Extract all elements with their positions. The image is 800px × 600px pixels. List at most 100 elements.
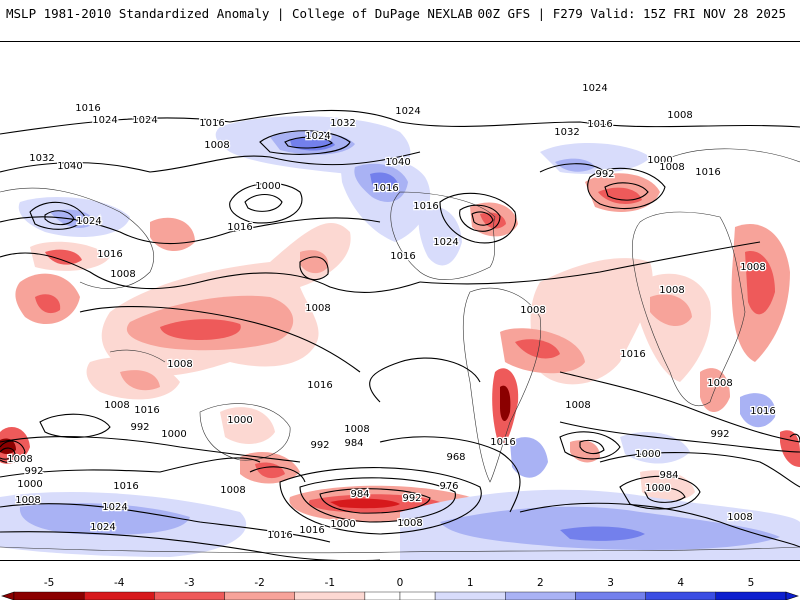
isobar-label: 1032 — [29, 153, 54, 164]
isobar-label: 968 — [446, 452, 465, 463]
isobar-label: 1024 — [305, 131, 330, 142]
isobar-label: 1000 — [17, 479, 42, 490]
isobar-label: 1000 — [161, 429, 186, 440]
isobar-label: 1008 — [110, 269, 135, 280]
colorbar-tick-label: -4 — [114, 577, 125, 589]
isobar-label: 1016 — [97, 249, 122, 260]
isobar-label: 1024 — [102, 502, 127, 513]
isobar-label: 1008 — [397, 518, 422, 529]
colorbar-segment — [13, 591, 85, 600]
negative-anomaly-fill — [0, 173, 800, 522]
isobar-label: 1024 — [76, 216, 101, 227]
isobar-label: 1024 — [92, 115, 117, 126]
isobar-label: 992 — [24, 466, 43, 477]
isobar-label: 1024 — [582, 83, 607, 94]
isobar-label: 1016 — [413, 201, 438, 212]
isobar-label: 1040 — [57, 161, 82, 172]
colorbar-segment — [434, 591, 506, 600]
isobar-label: 1008 — [740, 262, 765, 273]
colorbar-max-arrow — [785, 591, 799, 600]
colorbar-tick-label: 3 — [607, 577, 614, 589]
isobar-label: 1016 — [373, 183, 398, 194]
isobar-label: 1016 — [695, 167, 720, 178]
isobar-label: 1000 — [645, 483, 670, 494]
isobar-label: 1008 — [167, 359, 192, 370]
isobar-label: 1008 — [7, 454, 32, 465]
colorbar-segment — [364, 591, 401, 600]
colorbar-segment — [399, 591, 436, 600]
isobar-label: 1040 — [385, 157, 410, 168]
isobar-label: 1024 — [395, 106, 420, 117]
isobar-label: 1016 — [299, 525, 324, 536]
isobar-label: 1000 — [647, 155, 672, 166]
colorbar-segment — [715, 591, 787, 600]
isobar-label: 1000 — [255, 181, 280, 192]
isobar-label: 1008 — [565, 400, 590, 411]
isobar-contours — [0, 109, 800, 560]
map-title: MSLP 1981-2010 Standardized Anomaly | Co… — [6, 6, 473, 21]
isobar-label: 1016 — [750, 406, 775, 417]
colorbar: -5 -4 -3 -2 -1 0 1 2 3 4 5 — [1, 577, 799, 600]
colorbar-tick-label: 0 — [397, 577, 404, 589]
coastlines — [0, 148, 800, 554]
colorbar-segment — [294, 591, 366, 600]
isobar-label: 1008 — [659, 162, 684, 173]
isobar-label: 1016 — [267, 530, 292, 541]
colorbar-min-arrow — [1, 591, 15, 600]
colorbar-segment — [645, 591, 717, 600]
isobar-label: 1008 — [15, 495, 40, 506]
isobar-label: 1016 — [587, 119, 612, 130]
isobar-label: 1016 — [227, 222, 252, 233]
isobar-label: 1008 — [659, 285, 684, 296]
isobar-label: 992 — [710, 429, 729, 440]
colorbar-tick-label: -3 — [184, 577, 194, 589]
colorbar-tick-label: -5 — [44, 577, 54, 589]
colorbar-tick-label: 1 — [467, 577, 474, 589]
isobar-label: 1016 — [134, 405, 159, 416]
isobar-label: 1008 — [220, 485, 245, 496]
model-run-info: 00Z GFS | F279 Valid: 15Z FRI NOV 28 202… — [477, 6, 786, 21]
colorbar-tick-label: -1 — [325, 577, 335, 589]
isobar-label: 1008 — [104, 400, 129, 411]
isobar-label: 992 — [595, 169, 614, 180]
isobar-label: 1008 — [204, 140, 229, 151]
isobar-label: 984 — [350, 489, 369, 500]
isobar-label: 1016 — [490, 437, 515, 448]
colorbar-segment — [575, 591, 646, 600]
colorbar-segment — [224, 591, 295, 600]
isobar-label: 1008 — [707, 378, 732, 389]
isobar-label: 992 — [130, 422, 149, 433]
isobar-label: 1032 — [330, 118, 355, 129]
isobar-label: 992 — [310, 440, 329, 451]
isobar-label: 1000 — [330, 519, 355, 530]
isobar-label: 1024 — [132, 115, 157, 126]
isobar-label: 984 — [659, 470, 678, 481]
isobar-label: 1008 — [305, 303, 330, 314]
colorbar-tick-label: 4 — [677, 577, 684, 589]
isobar-label: 1016 — [75, 103, 100, 114]
colorbar-segment — [505, 591, 576, 600]
isobar-label: 1016 — [307, 380, 332, 391]
isobar-label: 1016 — [620, 349, 645, 360]
isobar-label: 1000 — [635, 449, 660, 460]
colorbar-tick-label: 2 — [537, 577, 544, 589]
isobar-label: 992 — [402, 493, 421, 504]
isobar-label: 1016 — [199, 118, 224, 129]
isobar-label: 1016 — [390, 251, 415, 262]
colorbar-segment — [83, 591, 155, 600]
isobar-label: 1008 — [520, 305, 545, 316]
isobar-label: 1024 — [90, 522, 115, 533]
isobar-label: 1016 — [113, 481, 138, 492]
isobar-label: 1008 — [344, 424, 369, 435]
isobar-label: 984 — [344, 438, 363, 449]
isobar-label: 1008 — [667, 110, 692, 121]
colorbar-segment — [154, 591, 225, 600]
isobar-label: 1032 — [554, 127, 579, 138]
isobar-label: 976 — [439, 481, 458, 492]
colorbar-tick-label: -2 — [254, 577, 264, 589]
isobar-label: 1008 — [727, 512, 752, 523]
isobar-label: 1000 — [227, 415, 252, 426]
colorbar-tick-label: 5 — [748, 577, 755, 589]
